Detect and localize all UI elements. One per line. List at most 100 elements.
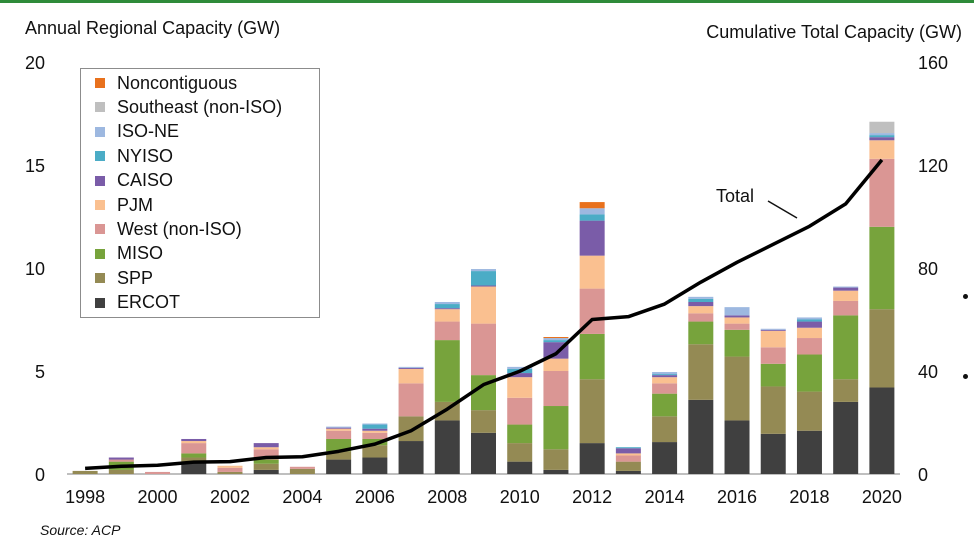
bullet-marker: [963, 294, 968, 299]
legend-label: CAISO: [117, 170, 174, 191]
bar-segment-spp: [471, 410, 496, 433]
bar-segment-caiso: [579, 220, 605, 256]
legend-item: Noncontiguous: [95, 71, 237, 95]
bar-segment-miso: [796, 354, 822, 392]
bar-segment-pjm: [326, 428, 352, 431]
bar-segment-nyiso: [471, 271, 496, 286]
bar-segment-nyiso: [362, 424, 388, 429]
bar-segment-iso-ne: [652, 372, 678, 375]
bar-segment-caiso: [398, 367, 424, 369]
bar-segment-spp: [326, 451, 352, 460]
bar-segment-ercot: [869, 387, 895, 474]
bar-segment-miso: [543, 406, 569, 450]
bar-segment-ercot: [652, 442, 678, 474]
bar-segment-west-non-iso: [543, 371, 569, 407]
source-note: Source: ACP: [40, 522, 121, 538]
bar-segment-miso: [326, 438, 352, 452]
legend-swatch: [95, 151, 105, 162]
x-tick-label: 1998: [65, 487, 105, 507]
legend-swatch: [95, 248, 105, 259]
bar-segment-iso-ne: [507, 366, 533, 369]
bar-segment-spp: [362, 445, 388, 458]
bar-segment-ercot: [398, 441, 424, 474]
bar-segment-ercot: [833, 401, 859, 474]
bar-segment-pjm: [688, 306, 714, 314]
y-right-tick-label: 40: [918, 362, 938, 382]
x-tick-label: 2004: [282, 487, 322, 507]
bar-segment-iso-ne: [398, 366, 424, 368]
bar-segment-west-non-iso: [796, 338, 822, 355]
y-left-tick-label: 15: [25, 156, 45, 176]
bar-segment-caiso: [833, 287, 859, 291]
legend-swatch: [95, 273, 105, 284]
bar-segment-pjm: [507, 377, 533, 398]
x-tick-label: 2016: [717, 487, 757, 507]
bar-segment-nyiso: [543, 340, 569, 343]
legend-label: MISO: [117, 243, 164, 264]
legend-swatch: [95, 297, 105, 308]
x-tick-label: 2010: [500, 487, 540, 507]
bar-segment-miso: [833, 315, 859, 380]
bar-segment-miso: [760, 363, 786, 387]
bar-segment-caiso: [615, 448, 641, 454]
x-tick-label: 2008: [427, 487, 467, 507]
bar-segment-west-non-iso: [833, 300, 859, 316]
bar-segment-iso-ne: [326, 426, 352, 428]
bar-segment-spp: [688, 344, 714, 400]
bar-segment-iso-ne: [434, 301, 460, 305]
bar-segment-nyiso: [579, 214, 605, 221]
bar-segment-spp: [615, 461, 641, 471]
bar-segment-iso-ne: [724, 307, 750, 316]
total-line-label: Total: [716, 186, 754, 206]
bar-segment-ercot: [507, 461, 533, 474]
total-leader-line: [767, 200, 798, 219]
bar-segment-nyiso: [688, 298, 714, 302]
legend-label: NYISO: [117, 145, 174, 166]
bar-segment-ercot: [181, 461, 207, 474]
bar-segment-spp: [72, 470, 98, 474]
bar-segment-ercot: [326, 459, 352, 474]
top-accent-line: [0, 0, 974, 3]
bar-segment-west-non-iso: [217, 467, 243, 472]
bar-segment-caiso: [181, 438, 207, 442]
bar-segment-caiso: [362, 428, 388, 431]
bar-segment-miso: [434, 340, 460, 402]
bar-segment-iso-ne: [688, 296, 714, 299]
y-left-tick-label: 0: [35, 465, 45, 485]
bar-segment-west-non-iso: [434, 321, 460, 341]
bar-segment-caiso: [796, 321, 822, 328]
bar-segment-caiso: [326, 427, 352, 429]
bar-segment-west-non-iso: [688, 313, 714, 322]
y-right-tick-label: 80: [918, 259, 938, 279]
bar-segment-ercot: [760, 433, 786, 474]
bar-segment-iso-ne: [471, 269, 496, 272]
bar-segment-west-non-iso: [108, 459, 134, 462]
bar-segment-west-non-iso: [652, 383, 678, 394]
bar-segment-west-non-iso: [398, 383, 424, 417]
legend-label: West (non-ISO): [117, 218, 242, 239]
bar-segment-pjm: [579, 255, 605, 289]
y-right-tick-label: 0: [918, 465, 928, 485]
legend-swatch: [95, 78, 105, 88]
bar-segment-pjm: [869, 140, 895, 159]
bar-segment-spp: [543, 449, 569, 470]
bar-segment-ercot: [471, 432, 496, 474]
bar-segment-nyiso: [869, 135, 895, 138]
bar-segment-spp: [253, 463, 279, 470]
bar-segment-pjm: [796, 327, 822, 339]
bar-segment-west-non-iso: [289, 466, 315, 469]
bar-segment-west-non-iso: [724, 323, 750, 330]
bar-segment-nyiso: [796, 319, 822, 322]
bar-segment-miso: [688, 321, 714, 345]
bar-segment-ercot: [724, 420, 750, 474]
bar-segment-iso-ne: [760, 328, 786, 330]
legend-swatch: [95, 102, 105, 113]
bar-segment-west-non-iso: [181, 443, 207, 454]
legend-label: PJM: [117, 194, 153, 215]
bar-segment-pjm: [434, 309, 460, 322]
x-tick-label: 2012: [572, 487, 612, 507]
bar-segment-pjm: [362, 430, 388, 433]
bar-segment-west-non-iso: [326, 430, 352, 439]
legend-swatch: [95, 175, 105, 186]
